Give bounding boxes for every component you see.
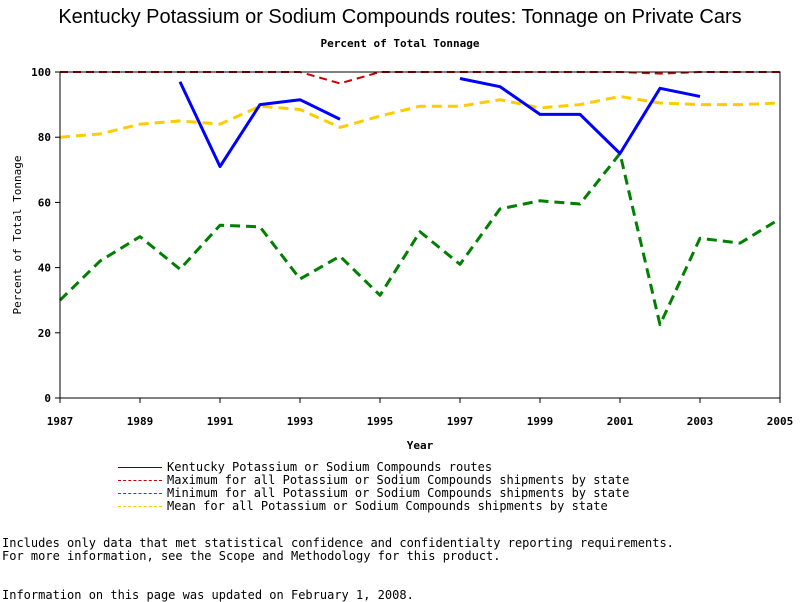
series-line-kentucky [459, 77, 701, 155]
y-axis-label: Percent of Total Tonnage [11, 156, 24, 315]
footnote-updated: Information on this page was updated on … [2, 588, 414, 602]
x-tick-label: 1991 [207, 415, 234, 428]
series-line-mean [59, 94, 781, 139]
chart-legend: Kentucky Potassium or Sodium Compounds r… [118, 461, 629, 513]
y-tick-label: 100 [31, 66, 51, 79]
footnote-methodology: For more information, see the Scope and … [2, 549, 501, 563]
x-tick-label: 1995 [367, 415, 394, 428]
legend-label: Mean for all Potassium or Sodium Compoun… [167, 499, 608, 513]
legend-swatch [118, 467, 162, 468]
x-tick-label: 1999 [527, 415, 554, 428]
legend-label: Maximum for all Potassium or Sodium Comp… [167, 473, 630, 487]
x-tick-label: 1997 [447, 415, 474, 428]
x-axis-label: Year [407, 439, 434, 452]
legend-swatch [118, 506, 162, 507]
y-tick-label: 0 [44, 392, 51, 405]
line-chart: 1987 1989 1991 1993 1995 1997 1999 2001 2003 2005… [11, 66, 794, 452]
chart-subtitle: Percent of Total Tonnage [320, 37, 480, 50]
series-line-maximum [60, 71, 780, 85]
x-tick-label: 1993 [287, 415, 314, 428]
legend-item: Kentucky Potassium or Sodium Compounds r… [118, 461, 629, 474]
x-tick-label: 1987 [47, 415, 74, 428]
legend-item: Maximum for all Potassium or Sodium Comp… [118, 474, 629, 487]
y-tick-label: 60 [38, 196, 51, 209]
y-tick-label: 80 [38, 131, 51, 144]
legend-label: Minimum for all Potassium or Sodium Comp… [167, 486, 630, 500]
legend-swatch [118, 493, 162, 494]
legend-label: Kentucky Potassium or Sodium Compounds r… [167, 460, 493, 474]
plot-frame [59, 71, 781, 399]
x-tick-label: 2001 [607, 415, 634, 428]
y-tick-label: 40 [38, 262, 51, 275]
y-tick-label: 20 [38, 327, 51, 340]
series-line-minimum [58, 152, 781, 327]
x-tick-label: 2003 [687, 415, 714, 428]
legend-item: Minimum for all Potassium or Sodium Comp… [118, 487, 629, 500]
series-line-kentucky [178, 81, 341, 169]
chart-title: Kentucky Potassium or Sodium Compounds r… [58, 6, 742, 28]
legend-item: Mean for all Potassium or Sodium Compoun… [118, 500, 629, 513]
x-tick-label: 1989 [127, 415, 154, 428]
x-tick-label: 2005 [767, 415, 794, 428]
legend-swatch [118, 480, 162, 481]
footnote-confidence: Includes only data that met statistical … [2, 536, 674, 550]
